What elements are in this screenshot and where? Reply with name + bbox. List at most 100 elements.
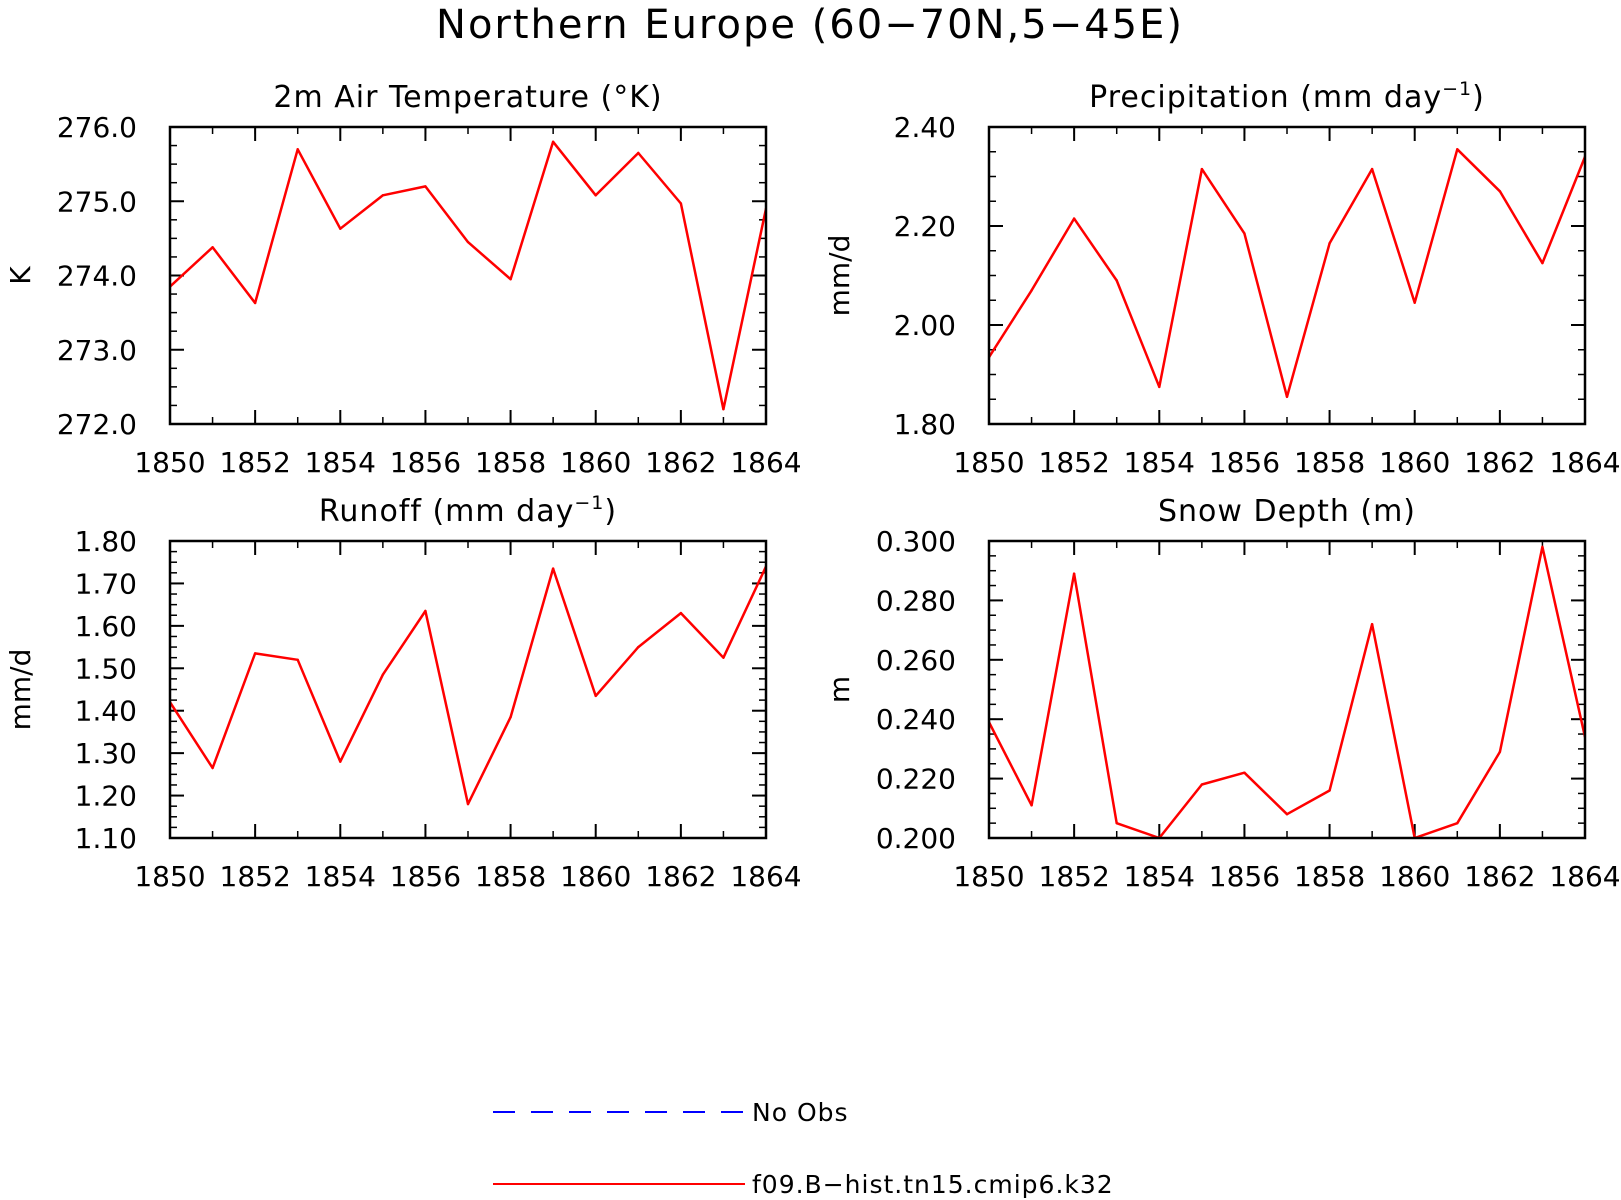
x-tick-label: 1858 (1294, 860, 1365, 893)
data-point (466, 802, 470, 806)
data-point (637, 645, 640, 649)
panel-title-tail: ) (604, 494, 617, 529)
y-tick-label: 1.40 (75, 695, 137, 728)
x-tick-label: 1856 (1209, 860, 1280, 893)
panel-4: Snow Depth (m) 1850 1852 1854 1856 1858 1860 18… (823, 494, 1621, 893)
data-point (253, 652, 257, 655)
data-point (1456, 821, 1459, 825)
x-tick-label: 1854 (1124, 860, 1195, 893)
y-tick-label: 0.200 (876, 822, 956, 855)
data-point (1030, 289, 1033, 292)
y-tick-label: 275.0 (57, 185, 137, 218)
series-line (170, 565, 766, 806)
data-point (381, 194, 385, 197)
y-tick-label: 2.00 (894, 309, 956, 342)
x-tick-label: 1864 (730, 446, 801, 479)
x-tick-label: 1864 (1549, 446, 1620, 479)
y-tick-label: 272.0 (57, 408, 137, 441)
data-point (1456, 148, 1459, 151)
y-tick-label: 1.60 (75, 610, 137, 643)
legend-label-no-obs: No Obs (752, 1098, 849, 1127)
data-point (1285, 395, 1289, 398)
x-tick-label: 1854 (1124, 446, 1195, 479)
data-point (679, 611, 683, 615)
data-point (1115, 821, 1118, 825)
y-axis-label: mm/d (823, 235, 856, 317)
main-title: Northern Europe (60−70N,5−45E) (436, 2, 1184, 48)
data-point (1370, 622, 1374, 626)
x-tick-label: 1856 (1209, 446, 1280, 479)
x-tick-label: 1852 (220, 860, 291, 893)
data-point (1285, 813, 1289, 816)
data-point (1541, 261, 1544, 265)
data-point (1498, 190, 1502, 193)
x-tick-label: 1862 (645, 446, 716, 479)
data-point (424, 609, 427, 613)
y-tick-label: 273.0 (57, 334, 137, 367)
panel-title: 2m Air Temperature (°K) (273, 80, 662, 115)
x-tick-label: 1860 (560, 860, 631, 893)
x-tick-label: 1858 (1294, 446, 1365, 479)
panel-3: Runoff (mm day−1) 1850 1852 1854 1856 1858 186… (4, 492, 802, 893)
data-point (551, 567, 555, 570)
panel-title-tail: ) (1472, 80, 1485, 115)
y-axis-label: K (4, 266, 37, 285)
data-point (253, 301, 257, 305)
y-tick-label: 274.0 (57, 260, 137, 293)
data-point (637, 151, 640, 155)
y-axis-label: m (823, 676, 856, 703)
data-point (1498, 750, 1502, 754)
x-tick-label: 1864 (730, 860, 801, 893)
data-point (722, 656, 725, 659)
x-tick-label: 1850 (134, 860, 205, 893)
x-tick-label: 1852 (1039, 446, 1110, 479)
panels: 2m Air Temperature (°K) 1850 1852 1854 1856 1… (4, 78, 1621, 893)
y-tick-label: 0.300 (876, 525, 956, 558)
panel-title: Snow Depth (m) (1158, 494, 1416, 529)
data-point (1072, 572, 1076, 575)
x-tick-label: 1860 (560, 446, 631, 479)
plot-frame (168, 125, 768, 426)
series-line (170, 140, 766, 411)
panel-title: Precipitation (mm day−1) (1089, 78, 1485, 115)
y-tick-label: 276.0 (57, 111, 137, 144)
y-tick-label: 0.240 (876, 703, 956, 736)
data-point (381, 673, 385, 676)
x-tick-label: 1856 (390, 446, 461, 479)
data-point (1030, 804, 1033, 807)
x-tick-label: 1860 (1379, 860, 1450, 893)
x-tick-label: 1850 (953, 446, 1024, 479)
y-tick-label: 2.20 (894, 210, 956, 243)
panel-title-superscript: −1 (574, 492, 604, 514)
data-point (211, 246, 214, 249)
data-point (594, 694, 597, 698)
data-point (1328, 242, 1331, 245)
plot-frame (168, 539, 768, 840)
plot-frame (987, 539, 1587, 840)
x-tick-label: 1862 (1464, 446, 1535, 479)
y-tick-label: 0.280 (876, 584, 956, 617)
data-point (296, 148, 299, 151)
data-point (1243, 771, 1246, 774)
data-point (466, 240, 470, 244)
x-tick-label: 1852 (1039, 860, 1110, 893)
series-line (989, 148, 1585, 399)
y-tick-label: 0.260 (876, 644, 956, 677)
x-tick-label: 1860 (1379, 446, 1450, 479)
y-tick-label: 1.20 (75, 780, 137, 813)
x-tick-label: 1856 (390, 860, 461, 893)
y-tick-label: 1.80 (75, 525, 137, 558)
x-tick-label: 1854 (305, 860, 376, 893)
data-point (339, 227, 342, 230)
panel-title-superscript: −1 (1442, 78, 1472, 100)
y-tick-label: 1.30 (75, 737, 137, 770)
data-point (424, 185, 427, 188)
y-tick-label: 1.80 (894, 408, 956, 441)
data-point (296, 658, 299, 661)
data-point (1072, 217, 1076, 220)
data-point (1158, 385, 1161, 389)
series-line (989, 545, 1585, 838)
plot-frame (987, 125, 1587, 426)
data-point (1115, 279, 1118, 282)
x-tick-label: 1852 (220, 446, 291, 479)
